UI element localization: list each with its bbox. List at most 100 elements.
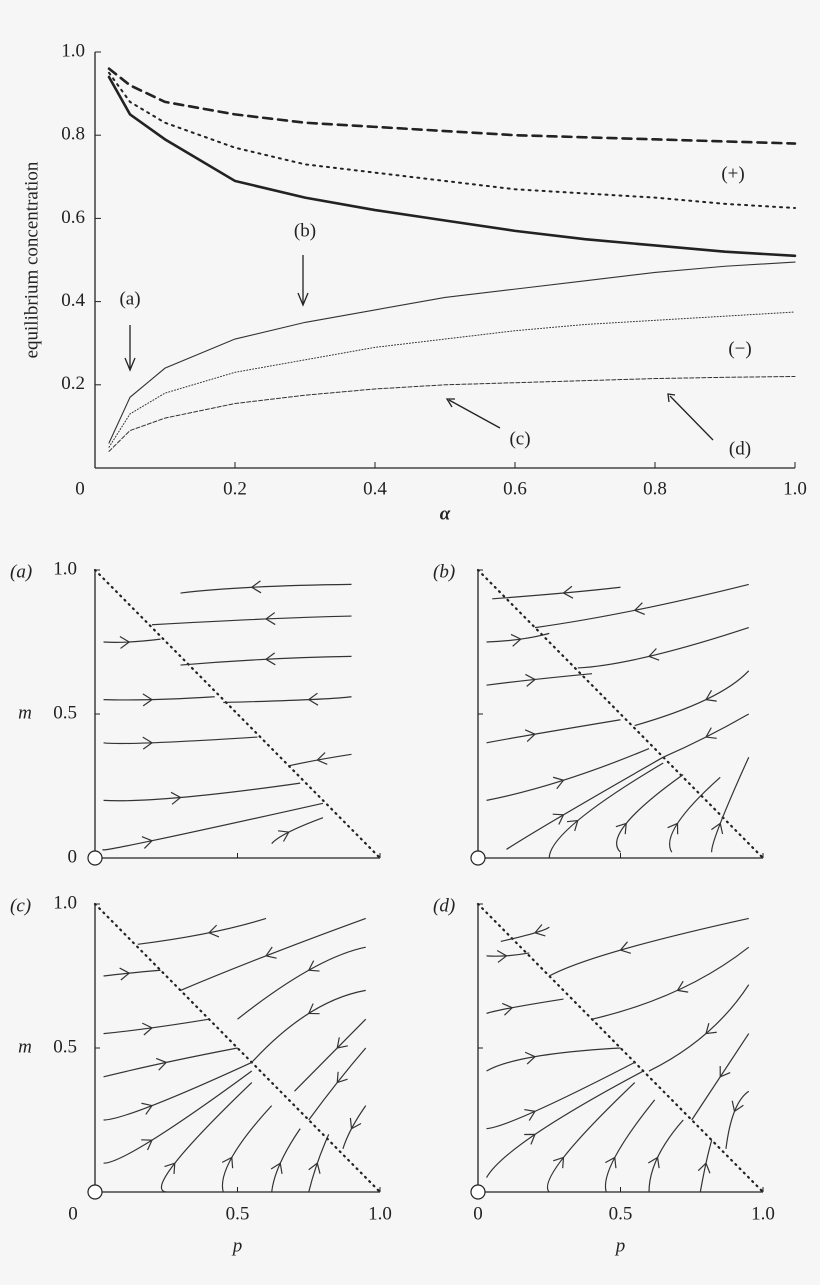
x-axis-label: α (440, 503, 451, 524)
flow-arrow (250, 580, 262, 594)
x-axis-label: p (614, 1235, 626, 1256)
flow-arrow (502, 1002, 514, 1016)
origin-marker (470, 850, 486, 866)
panel-label: (b) (433, 561, 455, 582)
flow-arrow (307, 692, 319, 706)
diagonal (93, 568, 382, 860)
flow-arrow (633, 602, 645, 615)
flow-arrow (711, 822, 724, 835)
flow-arrow (496, 949, 508, 963)
flow-arrow (221, 1156, 234, 1169)
flow-arrow (615, 822, 627, 835)
flow-arrow (697, 1162, 711, 1174)
series-line (108, 375, 796, 452)
panel-label: (d) (433, 895, 455, 916)
series-line (108, 311, 796, 448)
flow-arrow (336, 1037, 348, 1049)
y-axis-label: equilibrium concentration (21, 161, 42, 358)
flow-arrow (705, 727, 717, 739)
annotation-arrows (124, 255, 714, 441)
arrow-head (667, 393, 676, 403)
x-tick-label: 1.0 (783, 478, 807, 499)
x-tick-label: 1.0 (751, 1203, 775, 1224)
flow-arrow (308, 1162, 321, 1174)
series-line (108, 261, 796, 444)
flow-arrow (155, 1057, 168, 1071)
flow-arrow (141, 1139, 153, 1151)
x-tick-label: 0 (68, 1203, 78, 1224)
y-axis-label: m (18, 1036, 32, 1057)
arrow-head (297, 292, 309, 307)
flow-arrow (307, 960, 320, 972)
x-tick-label: 0.5 (609, 1203, 633, 1224)
y-tick-label: 1.0 (61, 40, 85, 61)
flow-arrow (731, 1100, 744, 1113)
flow-arrow (141, 836, 154, 849)
diagonal (476, 902, 765, 1194)
x-tick-label: 0.5 (226, 1203, 250, 1224)
annotation: (c) (509, 428, 530, 449)
flow-arrow (264, 612, 276, 626)
flow-arrow (142, 736, 154, 750)
flow-arrow (525, 673, 537, 687)
x-tick-label: 0.2 (223, 478, 247, 499)
flow-arrow (619, 941, 631, 954)
flow-arrow (562, 585, 574, 599)
y-tick-label: 0.2 (61, 373, 85, 394)
y-tick-label: 1.0 (53, 892, 77, 913)
flow-arrow (524, 1133, 536, 1145)
annotation: (d) (729, 438, 751, 459)
flow-arrow (705, 689, 717, 702)
flow-arrow (667, 822, 679, 835)
flow-arrow (552, 813, 565, 825)
flow-arrow (552, 776, 565, 790)
flow-arrow (336, 1071, 348, 1084)
annotation: (−) (728, 338, 751, 359)
flow-arrow (719, 1065, 731, 1078)
flow-arrow (524, 1051, 537, 1065)
flow-arrow (142, 693, 154, 707)
arrow-head (124, 357, 136, 372)
x-tick-label: 1.0 (368, 1203, 392, 1224)
x-tick-label: 0 (75, 478, 85, 499)
flow-arrow (349, 1117, 362, 1130)
diagonal (476, 568, 765, 860)
flow-arrow (307, 1003, 320, 1015)
flow-arrow (316, 752, 328, 765)
flow-arrow (524, 729, 537, 743)
flow-arrow (647, 1156, 660, 1169)
origin-marker (87, 850, 103, 866)
origin-marker (87, 1184, 103, 1200)
y-tick-label: 0 (68, 846, 78, 867)
flow-arrow (264, 652, 276, 666)
flow-arrow (647, 648, 660, 661)
y-tick-label: 0.4 (61, 290, 85, 311)
x-tick-label: 0 (473, 1203, 483, 1224)
flow-arrow (164, 1162, 176, 1175)
series-line (108, 71, 796, 209)
origin-marker (470, 1184, 486, 1200)
flow-arrow (142, 1022, 154, 1036)
arrow (448, 399, 501, 429)
flow-arrow (524, 1108, 536, 1121)
flow-arrow (533, 924, 546, 937)
y-tick-label: 0.6 (61, 207, 85, 228)
flow-arrow (264, 946, 277, 959)
annotation: (b) (294, 220, 316, 241)
flow-arrow (141, 1102, 154, 1115)
y-tick-label: 0.5 (53, 1036, 77, 1057)
flow-arrow (119, 967, 131, 981)
flow-arrow (119, 635, 131, 649)
flow-arrow (566, 819, 579, 832)
y-axis-label: m (18, 702, 32, 723)
y-tick-label: 1.0 (53, 558, 77, 579)
series-line (107, 75, 797, 258)
y-tick-label: 0.5 (53, 702, 77, 723)
x-tick-label: 0.6 (503, 478, 527, 499)
diagonal (93, 902, 382, 1194)
arrow-head (445, 398, 455, 408)
x-tick-label: 0.4 (363, 478, 387, 499)
flow-arrow (170, 791, 182, 805)
y-tick-label: 0.8 (61, 124, 85, 145)
